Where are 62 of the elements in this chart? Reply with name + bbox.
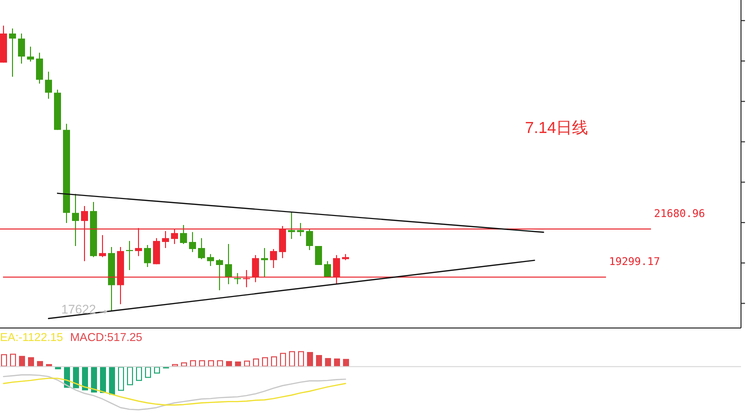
text: MACD:517.25 — [70, 331, 142, 345]
bar — [154, 366, 160, 374]
candlestick — [270, 248, 278, 269]
bar — [82, 366, 88, 390]
bar — [109, 366, 116, 395]
bar — [136, 366, 142, 381]
bar — [217, 360, 224, 367]
candlestick — [297, 222, 304, 237]
candlestick — [153, 238, 160, 265]
annotation: 17622 — [61, 302, 96, 316]
candlestick — [126, 240, 134, 271]
bar — [325, 358, 332, 367]
candlestick — [234, 272, 242, 285]
candlestick — [198, 238, 206, 260]
bar — [10, 354, 16, 367]
candlestick — [288, 212, 296, 240]
bar — [343, 358, 350, 367]
candlestick — [36, 52, 44, 84]
bar — [334, 358, 340, 367]
bar — [127, 366, 134, 386]
ref-line-label: 19299.17 — [609, 256, 660, 268]
bar — [118, 366, 124, 391]
candlestick — [216, 258, 224, 291]
bar — [37, 361, 44, 367]
candlestick — [144, 244, 152, 268]
candlestick — [189, 232, 196, 253]
ref-line-label: 21680.96 — [654, 208, 706, 220]
text: EA:-1122.15 — [0, 331, 64, 345]
bar — [244, 360, 250, 367]
bar — [73, 366, 80, 388]
candlestick — [207, 254, 214, 266]
bar — [199, 360, 206, 367]
bar — [307, 352, 314, 367]
bar — [235, 362, 242, 367]
candlestick — [27, 46, 34, 62]
candlestick — [315, 246, 322, 266]
bar — [280, 352, 286, 367]
candlestick — [306, 228, 314, 251]
bar — [19, 356, 26, 367]
candlestick — [180, 224, 188, 244]
bar — [145, 366, 152, 378]
bar — [28, 357, 34, 367]
candlestick — [18, 33, 26, 64]
candlestick — [9, 28, 16, 78]
bar — [100, 366, 106, 393]
candlestick — [261, 248, 268, 278]
bar — [190, 360, 196, 367]
candlestick — [324, 260, 332, 278]
bar — [271, 356, 278, 367]
candlestick — [72, 193, 80, 246]
bar — [262, 357, 268, 367]
candlestick — [45, 71, 52, 100]
candlestick — [225, 243, 232, 285]
bar — [316, 355, 322, 367]
bar — [289, 351, 296, 367]
candlestick — [99, 234, 106, 258]
bar — [226, 361, 232, 367]
bar — [91, 366, 98, 393]
annotation: 7.14日线 — [525, 120, 588, 138]
bar — [208, 360, 214, 367]
bar — [298, 351, 304, 367]
bar — [253, 358, 260, 367]
